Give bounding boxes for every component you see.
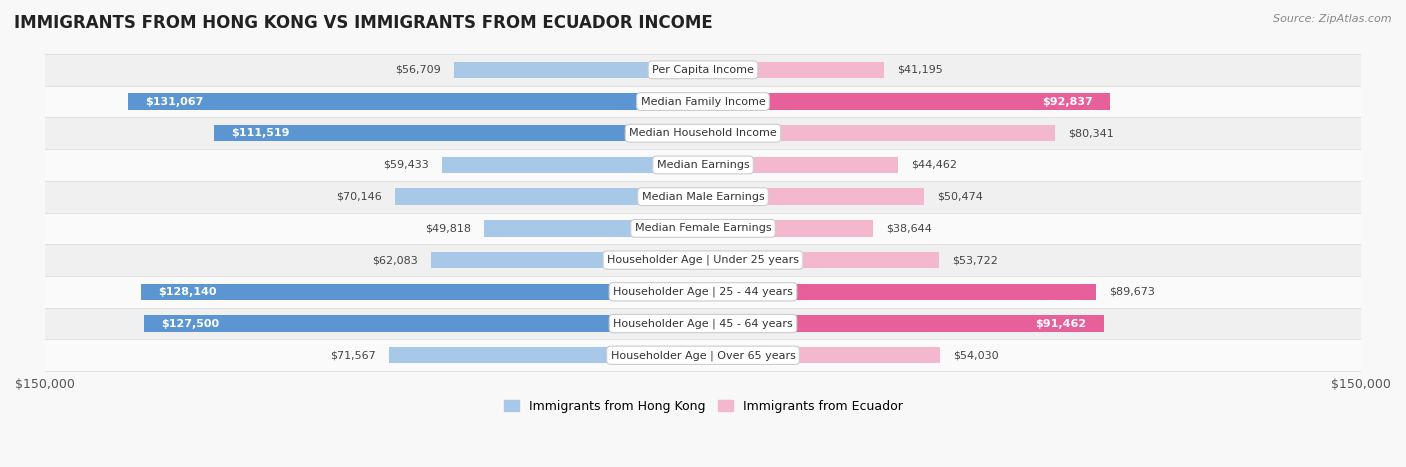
Text: $62,083: $62,083 [371, 255, 418, 265]
Text: $80,341: $80,341 [1069, 128, 1115, 138]
Text: Householder Age | 45 - 64 years: Householder Age | 45 - 64 years [613, 318, 793, 329]
Text: $56,709: $56,709 [395, 65, 441, 75]
Text: $49,818: $49,818 [425, 223, 471, 234]
Bar [45, 149, 1361, 181]
Text: $91,462: $91,462 [1036, 318, 1087, 329]
Bar [485, 220, 703, 237]
Text: $127,500: $127,500 [162, 318, 219, 329]
Bar [703, 347, 941, 363]
Bar [45, 117, 1361, 149]
Text: $54,030: $54,030 [953, 350, 998, 360]
Bar [45, 340, 1361, 371]
Bar [45, 85, 1361, 117]
Bar [143, 315, 703, 332]
Text: $111,519: $111,519 [232, 128, 290, 138]
Bar [703, 283, 1097, 300]
Text: Householder Age | 25 - 44 years: Householder Age | 25 - 44 years [613, 287, 793, 297]
Text: Per Capita Income: Per Capita Income [652, 65, 754, 75]
Bar [703, 62, 884, 78]
Bar [45, 212, 1361, 244]
Bar [703, 220, 873, 237]
Bar [45, 54, 1361, 85]
Bar [214, 125, 703, 142]
Bar [703, 157, 898, 173]
Text: $131,067: $131,067 [146, 97, 204, 106]
Bar [703, 125, 1056, 142]
Text: Median Male Earnings: Median Male Earnings [641, 191, 765, 202]
Text: Source: ZipAtlas.com: Source: ZipAtlas.com [1274, 14, 1392, 24]
Text: $38,644: $38,644 [886, 223, 932, 234]
Text: $89,673: $89,673 [1109, 287, 1156, 297]
Text: $50,474: $50,474 [938, 191, 983, 202]
Legend: Immigrants from Hong Kong, Immigrants from Ecuador: Immigrants from Hong Kong, Immigrants fr… [499, 395, 907, 417]
Text: $41,195: $41,195 [897, 65, 942, 75]
Bar [430, 252, 703, 269]
Bar [45, 276, 1361, 308]
Bar [703, 315, 1104, 332]
Bar [389, 347, 703, 363]
Bar [703, 188, 924, 205]
Bar [45, 244, 1361, 276]
Bar [45, 181, 1361, 212]
Text: $59,433: $59,433 [384, 160, 429, 170]
Bar [45, 308, 1361, 340]
Bar [141, 283, 703, 300]
Bar [703, 252, 939, 269]
Bar [454, 62, 703, 78]
Text: Median Family Income: Median Family Income [641, 97, 765, 106]
Bar [395, 188, 703, 205]
Bar [128, 93, 703, 110]
Text: $44,462: $44,462 [911, 160, 957, 170]
Text: $92,837: $92,837 [1042, 97, 1092, 106]
Text: $70,146: $70,146 [336, 191, 382, 202]
Text: Householder Age | Under 25 years: Householder Age | Under 25 years [607, 255, 799, 265]
Text: Householder Age | Over 65 years: Householder Age | Over 65 years [610, 350, 796, 361]
Text: Median Female Earnings: Median Female Earnings [634, 223, 772, 234]
Text: Median Household Income: Median Household Income [628, 128, 778, 138]
Text: IMMIGRANTS FROM HONG KONG VS IMMIGRANTS FROM ECUADOR INCOME: IMMIGRANTS FROM HONG KONG VS IMMIGRANTS … [14, 14, 713, 32]
Text: $71,567: $71,567 [330, 350, 375, 360]
Text: $128,140: $128,140 [159, 287, 217, 297]
Text: $53,722: $53,722 [952, 255, 998, 265]
Bar [443, 157, 703, 173]
Text: Median Earnings: Median Earnings [657, 160, 749, 170]
Bar [703, 93, 1111, 110]
